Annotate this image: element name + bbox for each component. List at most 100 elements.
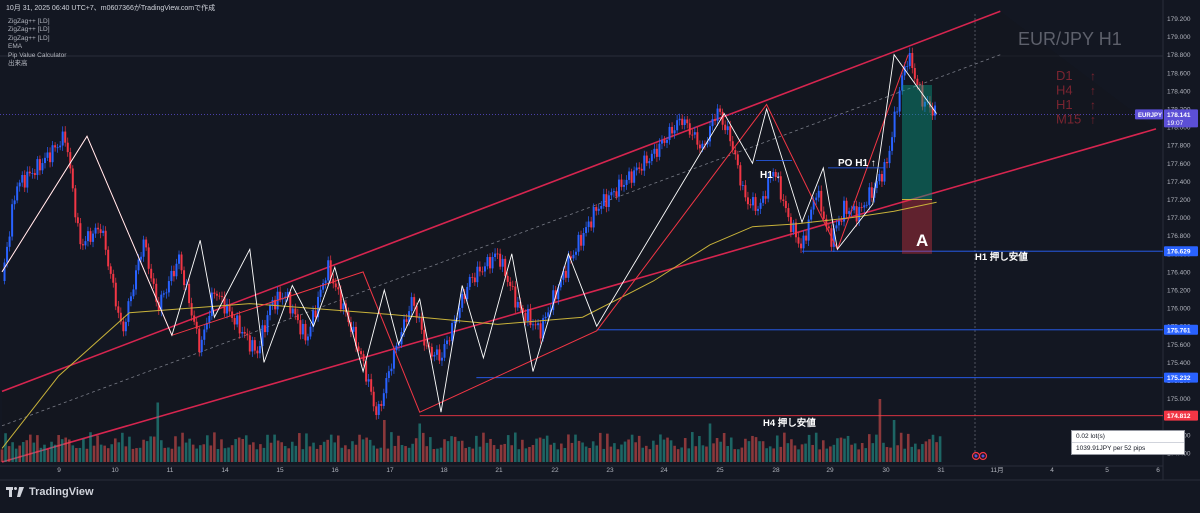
volume-bar	[393, 445, 397, 462]
volume-bar	[503, 443, 506, 462]
candle-body	[496, 253, 499, 255]
candle-body	[534, 324, 537, 326]
candle-body	[878, 174, 881, 182]
candle-body	[617, 179, 620, 197]
candle-body	[504, 258, 507, 276]
volume-bar	[722, 432, 726, 462]
volume-bar	[397, 435, 400, 462]
price-tick-label: 177.600	[1167, 161, 1191, 168]
indicator-volume[interactable]: 出来高	[8, 60, 28, 68]
candle-body	[731, 141, 734, 151]
volume-bar	[708, 423, 712, 462]
volume-bar	[319, 445, 322, 462]
candle-body	[403, 319, 406, 333]
candle-body	[140, 256, 143, 260]
candle-body	[648, 161, 651, 164]
candle-body	[319, 289, 322, 297]
price-tag-h4-low: 174.812	[1167, 413, 1191, 420]
volume-bar	[489, 438, 492, 462]
price-tick-label: 177.800	[1167, 143, 1191, 150]
candle-body	[183, 270, 186, 286]
candle-body	[38, 159, 41, 171]
volume-bar	[337, 435, 340, 462]
candle-body	[751, 197, 754, 206]
candle-body	[855, 206, 858, 222]
candle-body	[516, 301, 519, 308]
volume-bar	[602, 448, 606, 462]
candle-body	[650, 153, 653, 162]
candle-body	[107, 249, 110, 267]
candle-body	[64, 131, 67, 143]
volume-bar	[860, 442, 864, 462]
candle-body	[425, 345, 428, 347]
candle-body	[688, 123, 691, 135]
candle-body	[132, 289, 135, 297]
candle-body	[585, 227, 588, 234]
candle-body	[430, 346, 433, 357]
volume-bar	[361, 439, 365, 462]
candle-body	[635, 167, 638, 171]
h1-down-annotation: H1 ↓	[760, 170, 781, 181]
volume-bar	[50, 441, 53, 462]
volume-bar	[761, 441, 765, 462]
candle-body	[122, 321, 125, 332]
volume-bar	[213, 432, 216, 462]
candle-body	[630, 171, 633, 183]
volume-bar	[124, 446, 128, 462]
candle-body	[418, 317, 421, 319]
candle-body	[226, 304, 229, 314]
candle-body	[860, 207, 863, 208]
candle-body	[564, 270, 567, 278]
price-tick-label: 178.000	[1167, 125, 1191, 132]
candle-body	[843, 200, 846, 222]
volume-bar	[556, 449, 560, 462]
candle-body	[645, 155, 648, 164]
candle-body	[486, 257, 489, 267]
price-tick-label: 178.800	[1167, 52, 1191, 59]
candle-body	[835, 225, 838, 229]
candle-body	[769, 176, 772, 178]
volume-bar	[899, 432, 903, 462]
indicator-zigzag-3[interactable]: ZigZag++ [LD]	[8, 34, 50, 42]
candle-body	[99, 229, 102, 234]
candle-body	[858, 207, 861, 222]
time-tick-label: 29	[826, 467, 834, 474]
candle-body	[580, 234, 583, 246]
candle-body	[792, 222, 795, 233]
indicator-zigzag-1[interactable]: ZigZag++ [LD]	[8, 18, 50, 25]
volume-bar	[829, 446, 832, 462]
volume-bar	[156, 402, 160, 462]
candle-body	[49, 152, 52, 163]
candle-body	[653, 148, 656, 154]
tradingview-brand[interactable]: TradingView	[6, 486, 94, 498]
volume-bar	[18, 445, 21, 462]
volume-bar	[878, 399, 882, 462]
candle-body	[306, 336, 309, 341]
candle-body	[810, 209, 813, 220]
volume-bar	[783, 432, 786, 462]
candle-body	[762, 196, 765, 203]
candle-body	[532, 324, 534, 326]
candle-body	[18, 182, 21, 187]
volume-bar	[613, 443, 616, 462]
candle-body	[23, 175, 26, 188]
indicator-ema[interactable]: EMA	[8, 43, 23, 51]
indicator-pip-calculator[interactable]: Pip Value Calculator	[8, 51, 67, 59]
volume-bar	[892, 420, 896, 462]
volume-bar	[570, 442, 574, 462]
candle-body	[582, 233, 585, 246]
candle-body	[526, 309, 529, 321]
candle-body	[286, 291, 289, 297]
timeframe-trend-list: D1 ↑ H4 ↑ H1 ↑ M15 ↑	[1056, 68, 1096, 127]
volume-bar	[138, 447, 142, 462]
candle-body	[744, 185, 747, 198]
candle-body	[673, 130, 676, 134]
pip-value-calculator-table: 0.02 lot(s) 1039.91JPY per 52 pips	[1071, 430, 1185, 455]
candle-body	[8, 236, 11, 247]
candle-body	[734, 150, 737, 155]
candle-body	[607, 195, 610, 207]
volume-bar	[475, 435, 478, 462]
indicator-zigzag-2[interactable]: ZigZag++ [LD]	[8, 26, 50, 34]
